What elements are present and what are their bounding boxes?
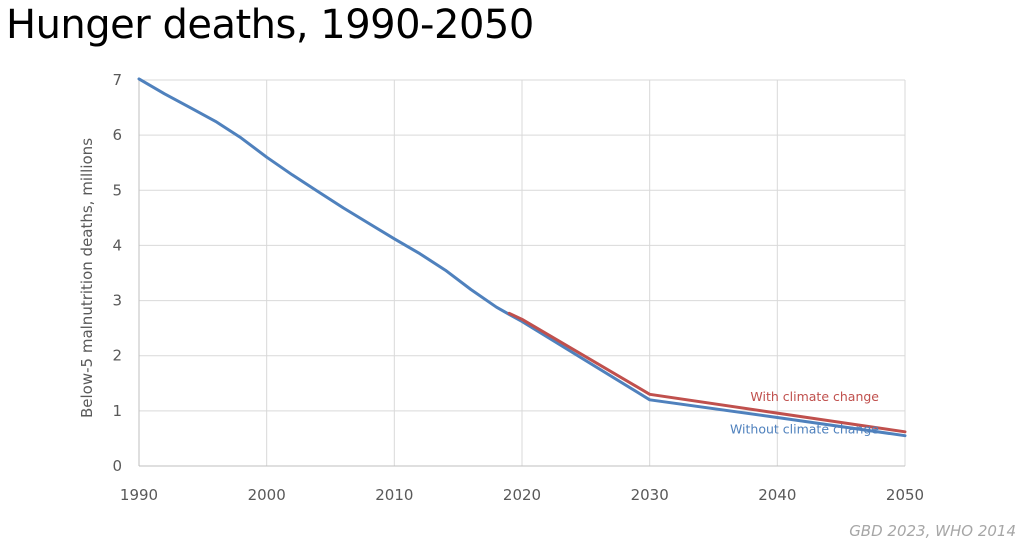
x-tick-label: 1990 [120, 486, 158, 504]
series-label: With climate change [750, 389, 879, 404]
series-line [507, 311, 907, 434]
y-tick-label: 4 [112, 236, 122, 254]
x-tick-labels: 1990 2000 2010 2020 2030 2040 2050 [120, 486, 924, 504]
y-tick-labels: 0 1 2 3 4 5 6 7 [112, 71, 122, 475]
series-lines [137, 77, 907, 438]
y-tick-label: 1 [112, 402, 122, 420]
axes [138, 80, 905, 467]
y-axis-label: Below-5 malnutrition deaths, millions [78, 138, 96, 418]
x-tick-label: 2020 [503, 486, 541, 504]
y-tick-label: 5 [112, 181, 122, 199]
y-tick-label: 3 [112, 292, 122, 310]
series-line [137, 77, 907, 438]
y-tick-label: 6 [112, 126, 122, 144]
x-tick-label: 2000 [248, 486, 286, 504]
x-tick-label: 2040 [758, 486, 796, 504]
y-tick-label: 7 [112, 71, 122, 89]
y-tick-label: 0 [112, 457, 122, 475]
series-label: Without climate change [730, 422, 879, 437]
series-labels: Without climate change With climate chang… [730, 389, 879, 437]
source-note: GBD 2023, WHO 2014 [849, 522, 1016, 540]
x-tick-label: 2050 [886, 486, 924, 504]
chart-title: Hunger deaths, 1990-2050 [6, 2, 534, 48]
x-tick-label: 2030 [631, 486, 669, 504]
gridlines [139, 79, 906, 466]
y-tick-label: 2 [112, 347, 122, 365]
x-tick-label: 2010 [375, 486, 413, 504]
